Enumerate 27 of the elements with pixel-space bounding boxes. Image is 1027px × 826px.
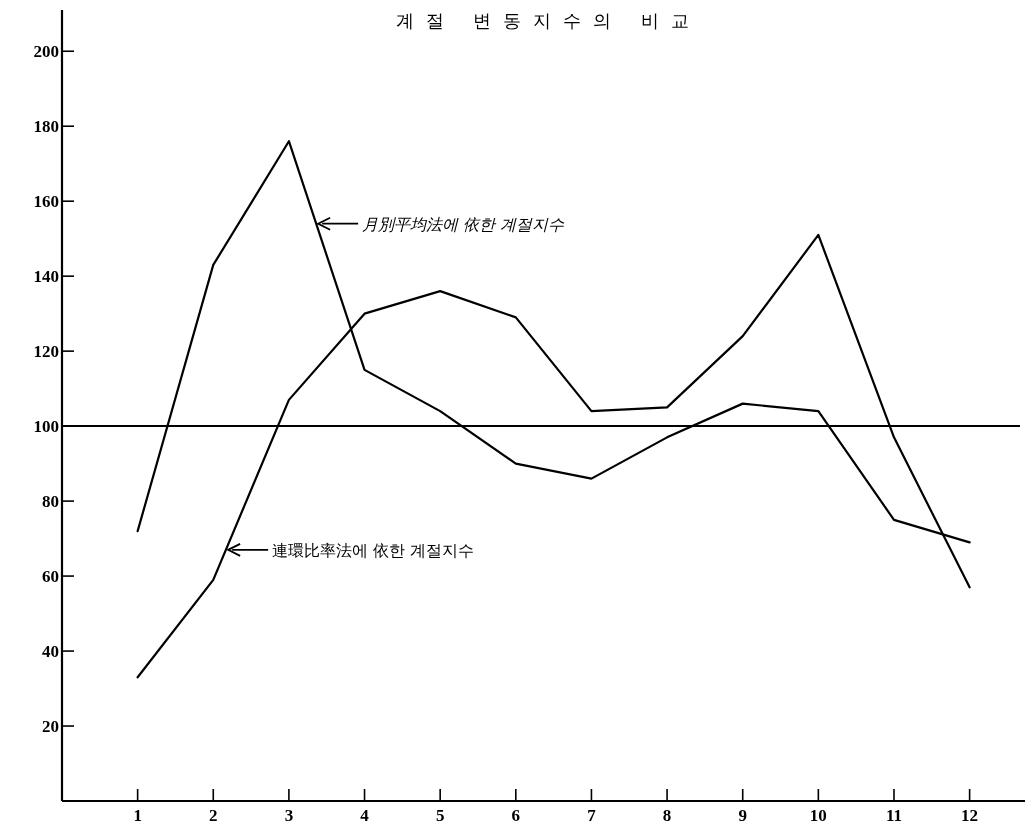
x-tick-label: 12 bbox=[961, 806, 979, 825]
annotation: 月別平均法에 依한 계절지수 bbox=[316, 214, 565, 234]
x-tick-label: 10 bbox=[809, 806, 827, 825]
y-tick-label: 100 bbox=[33, 417, 59, 437]
y-tick-label: 60 bbox=[42, 567, 59, 587]
y-tick-label: 180 bbox=[33, 117, 59, 137]
x-tick-label: 2 bbox=[209, 806, 218, 825]
x-tick-label: 11 bbox=[885, 806, 903, 825]
y-tick-label: 40 bbox=[42, 642, 59, 662]
annotation: 連環比率法에 依한 계절지수 bbox=[226, 540, 475, 560]
annotation: 月別平均法에 依한 계절지수 bbox=[362, 214, 566, 234]
x-tick-label: 3 bbox=[284, 806, 294, 825]
y-tick-label: 20 bbox=[42, 717, 59, 737]
x-tick-label: 6 bbox=[511, 806, 521, 825]
x-tick-label: 5 bbox=[435, 806, 445, 825]
x-tick-label: 7 bbox=[587, 806, 597, 825]
x-tick-label: 4 bbox=[360, 806, 370, 825]
x-tick-label: 9 bbox=[738, 806, 747, 825]
y-tick-label: 140 bbox=[33, 267, 59, 287]
x-tick-label: 8 bbox=[662, 806, 672, 825]
x-tick-label: 1 bbox=[133, 806, 142, 825]
y-tick-label: 80 bbox=[42, 492, 59, 512]
title: 계절 변동지수의 비교 bbox=[395, 10, 702, 31]
y-tick-label: 160 bbox=[33, 192, 59, 212]
y-tick-label: 200 bbox=[33, 42, 59, 62]
annotation: 連環比率法에 依한 계절지수 bbox=[272, 540, 475, 560]
y-tick-label: 120 bbox=[33, 342, 59, 362]
